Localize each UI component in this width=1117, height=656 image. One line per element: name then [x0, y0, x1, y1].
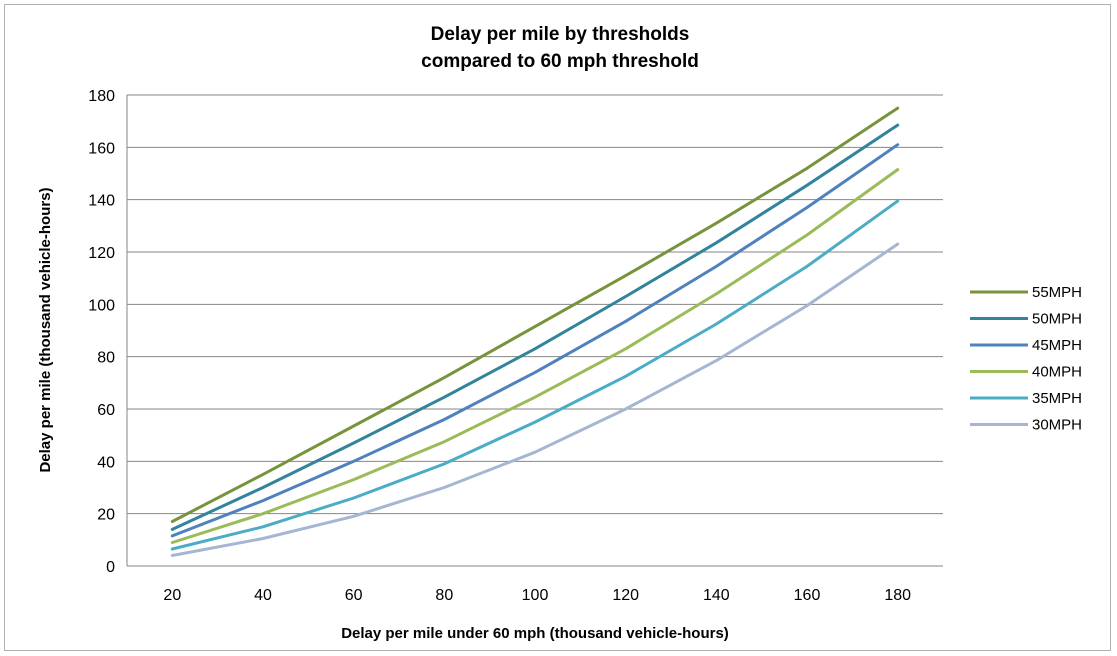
- y-axis-ticks: 0 20 40 60 80 100 120 140 160 180: [88, 88, 115, 576]
- legend: 55MPH 50MPH 45MPH 40MPH 35MPH 30MPH: [970, 284, 1082, 434]
- x-tick-label: 140: [703, 587, 730, 604]
- series-line-50mph: [170, 123, 900, 531]
- x-tick-label: 40: [254, 587, 272, 604]
- chart-title-line1: Delay per mile by thresholds: [431, 24, 690, 45]
- x-tick-label: 180: [884, 587, 911, 604]
- x-tick-label: 60: [345, 587, 363, 604]
- legend-label: 40MPH: [1032, 364, 1082, 381]
- x-tick-label: 120: [612, 587, 639, 604]
- series-line-30mph: [170, 242, 900, 557]
- plot-area: [170, 106, 900, 557]
- y-tick-label: 100: [88, 297, 115, 314]
- series-line-55mph: [170, 106, 900, 523]
- x-tick-label: 20: [163, 587, 181, 604]
- legend-label: 35MPH: [1032, 390, 1082, 407]
- y-axis-label: Delay per mile (thousand vehicle-hours): [37, 187, 54, 472]
- x-tick-label: 100: [522, 587, 549, 604]
- y-tick-label: 80: [97, 350, 115, 367]
- y-tick-label: 120: [88, 245, 115, 262]
- legend-label: 55MPH: [1032, 284, 1082, 301]
- legend-label: 30MPH: [1032, 417, 1082, 434]
- x-tick-label: 160: [794, 587, 821, 604]
- legend-label: 50MPH: [1032, 311, 1082, 328]
- y-tick-label: 160: [88, 140, 115, 157]
- chart-title-line2: compared to 60 mph threshold: [421, 51, 699, 72]
- series-line-35mph: [170, 199, 900, 551]
- x-axis-label: Delay per mile under 60 mph (thousand ve…: [341, 625, 729, 642]
- y-tick-label: 40: [97, 454, 115, 471]
- y-tick-label: 20: [97, 507, 115, 524]
- x-axis-ticks: 20 40 60 80 100 120 140 160 180: [163, 587, 911, 604]
- legend-label: 45MPH: [1032, 337, 1082, 354]
- y-tick-label: 140: [88, 193, 115, 210]
- y-tick-label: 180: [88, 88, 115, 105]
- y-tick-label: 0: [106, 559, 115, 576]
- x-tick-label: 80: [435, 587, 453, 604]
- series-line-45mph: [170, 143, 900, 538]
- series-line-40mph: [170, 168, 900, 544]
- y-tick-label: 60: [97, 402, 115, 419]
- chart-frame: [4, 4, 1111, 651]
